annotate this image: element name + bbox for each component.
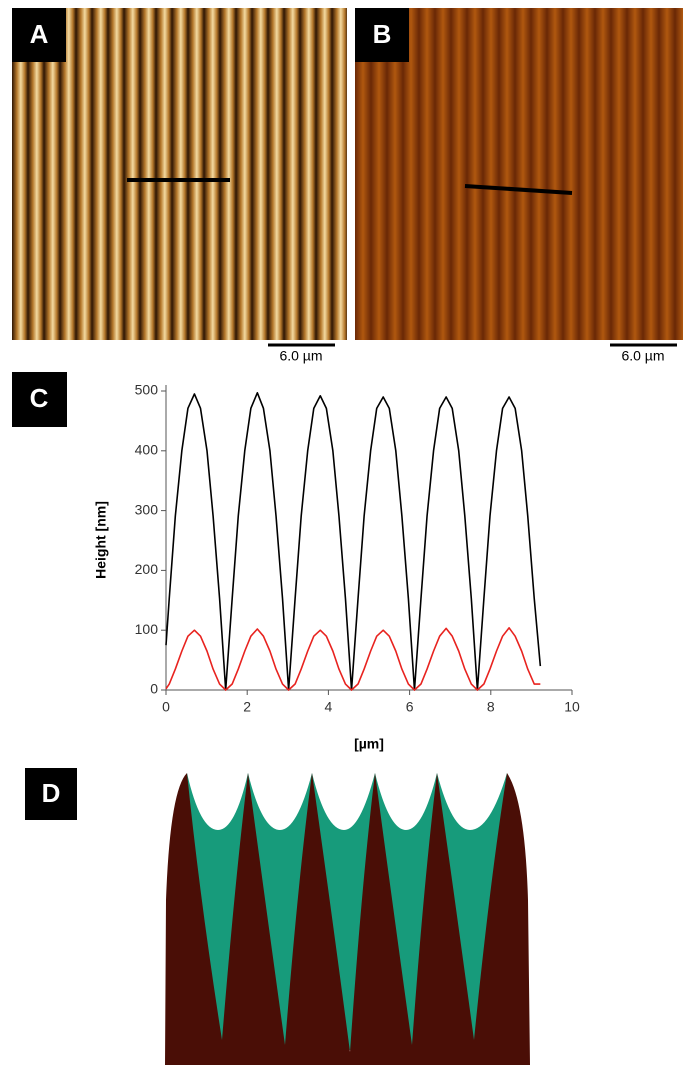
panel-label-box — [12, 372, 67, 427]
panel-label-box — [355, 8, 409, 62]
x-tick-label: 4 — [325, 699, 333, 715]
panel-label-box — [25, 768, 77, 820]
x-tick-label: 6 — [406, 699, 414, 715]
panel-label-box — [12, 8, 66, 62]
y-tick-label: 400 — [135, 442, 159, 458]
profile-line — [464, 184, 573, 195]
chart: 0 100 200 300 400 500 0 2 4 6 8 10 — [135, 382, 580, 715]
x-tick-label: 10 — [564, 699, 580, 715]
scale-bar-label: 6.0 µm — [621, 348, 664, 364]
data-line — [165, 391, 542, 691]
y-tick-label: 0 — [150, 681, 158, 697]
x-axis-label: [µm] — [354, 736, 384, 752]
y-tick-label: 100 — [135, 621, 159, 637]
x-tick-label: 0 — [162, 699, 170, 715]
y-tick-label: 200 — [135, 561, 159, 577]
y-axis-label: Height [nm] — [93, 501, 109, 579]
afm-image-b — [355, 8, 683, 340]
afm-image-a — [12, 8, 347, 340]
panel-label: D — [42, 778, 61, 808]
panel-label: B — [373, 19, 392, 49]
panel-label: A — [30, 19, 49, 49]
x-tick-label: 8 — [487, 699, 495, 715]
scale-bar-label: 6.0 µm — [279, 348, 322, 364]
substrate-ridges — [165, 773, 530, 1065]
data-line — [165, 627, 541, 691]
y-tick-label: 300 — [135, 501, 159, 517]
panel-label: C — [30, 383, 49, 413]
x-tick-label: 2 — [243, 699, 251, 715]
y-tick-label: 500 — [135, 382, 159, 398]
